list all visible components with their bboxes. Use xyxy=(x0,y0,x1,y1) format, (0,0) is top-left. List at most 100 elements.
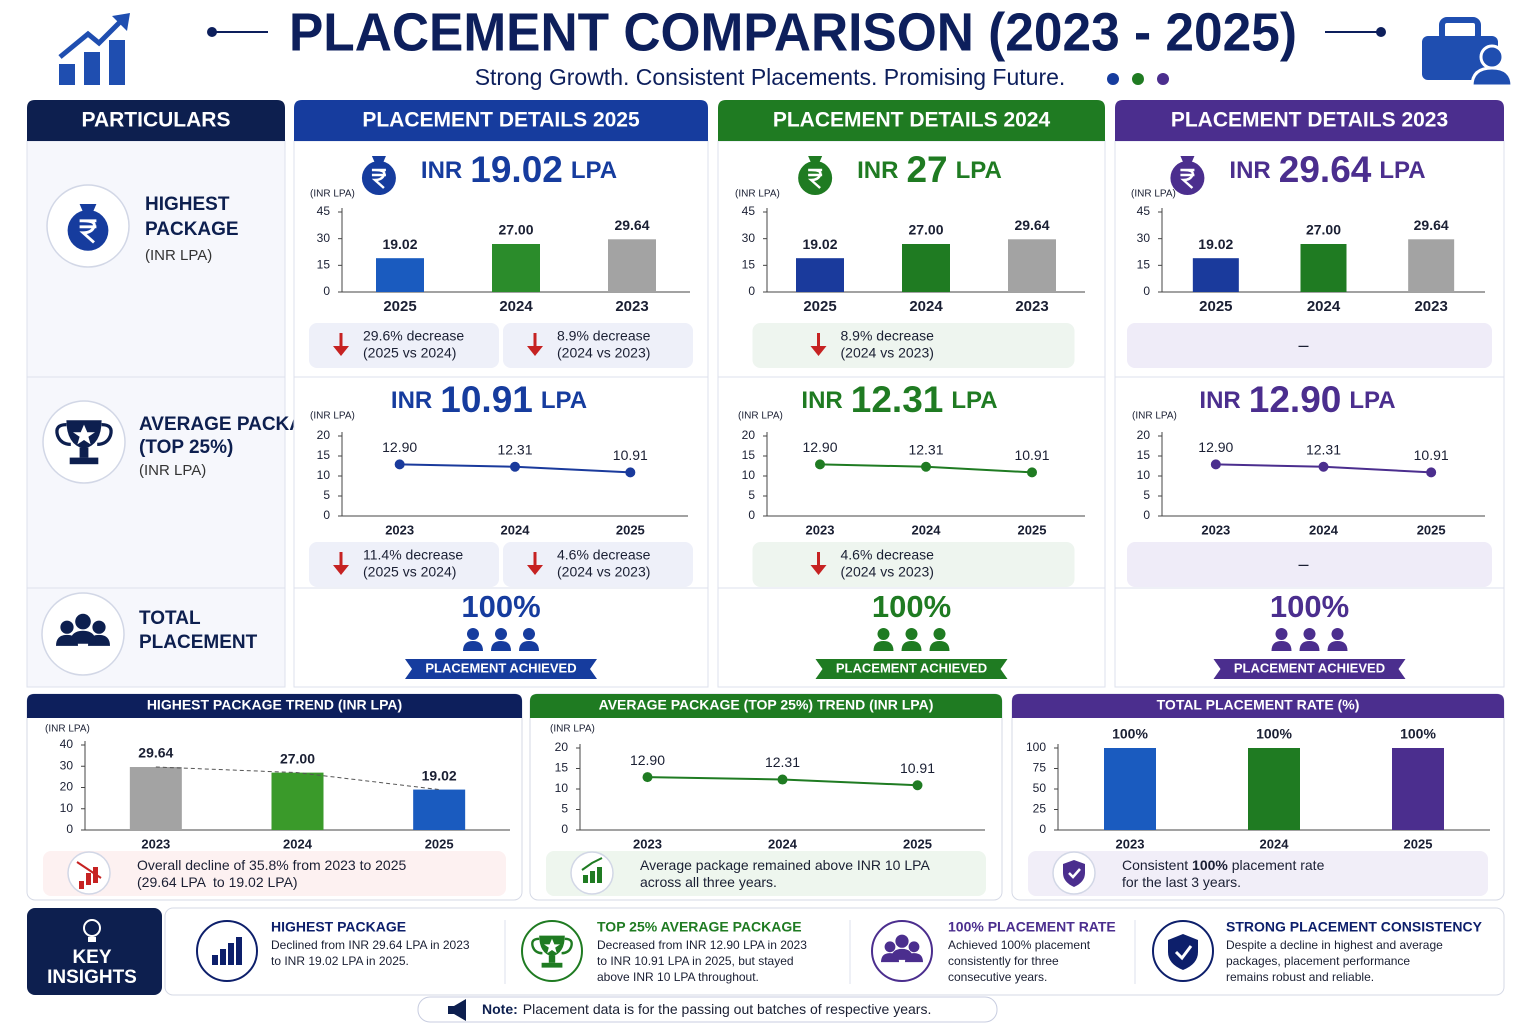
bar xyxy=(608,239,656,292)
money-bag-icon xyxy=(361,156,396,195)
panel-note-part: placement rate xyxy=(1228,857,1325,873)
briefcase-icon xyxy=(1422,17,1514,88)
placement-label: PLACEMENT ACHIEVED xyxy=(425,660,576,675)
insights-title: INSIGHTS xyxy=(47,967,137,988)
icon-part xyxy=(70,630,96,644)
icon-part xyxy=(79,204,97,213)
person-icon xyxy=(891,934,913,960)
value-label: 27.00 xyxy=(908,222,943,238)
column-body xyxy=(1114,140,1505,688)
amount-unit: LPA xyxy=(951,387,997,414)
change-box xyxy=(309,323,499,368)
column-body xyxy=(717,140,1106,688)
y-tick-label: 15 xyxy=(555,761,569,775)
panel-note: Average package remained above INR 10 LP… xyxy=(640,857,930,873)
line-point xyxy=(1027,467,1037,478)
line-point xyxy=(1426,467,1437,478)
value-label: 10.91 xyxy=(1414,447,1449,463)
x-tick-label: 2024 xyxy=(909,298,943,315)
note: Note: Placement data is for the passing o… xyxy=(482,1001,931,1017)
y-tick-label: 10 xyxy=(555,781,569,795)
column-body xyxy=(293,140,709,688)
y-tick-label: 15 xyxy=(742,258,756,272)
panel-header xyxy=(530,694,1002,718)
note-label: Note: xyxy=(482,1001,518,1017)
placement-ribbon xyxy=(1213,659,1406,679)
icon-part xyxy=(908,941,920,953)
icon-part xyxy=(112,13,130,31)
insight-text: remains robust and reliable. xyxy=(1226,970,1374,984)
value-label: 19.02 xyxy=(382,236,417,252)
x-tick-label: 2025 xyxy=(383,298,416,315)
down-arrow xyxy=(810,346,827,356)
line-point xyxy=(394,459,405,470)
y-tick-label: 20 xyxy=(60,780,74,794)
y-tick-label: 0 xyxy=(1039,822,1046,836)
icon-part xyxy=(371,156,386,163)
y-tick-label: 0 xyxy=(748,508,755,522)
placement-label: PLACEMENT ACHIEVED xyxy=(836,660,987,675)
y-tick-label: 10 xyxy=(317,468,331,482)
x-tick-label: 2023 xyxy=(1116,836,1145,851)
panel-note-part: 100% xyxy=(1192,857,1228,873)
value-label: 100% xyxy=(1400,726,1436,742)
bar xyxy=(796,258,844,292)
note-text: Placement data is for the passing out ba… xyxy=(523,1001,932,1017)
icon-part xyxy=(1170,161,1205,195)
column-header-text: PLACEMENT DETAILS 2023 xyxy=(1171,109,1448,132)
note-bar xyxy=(417,996,998,1023)
amount-currency: INR xyxy=(1229,157,1270,184)
y-tick-label: 20 xyxy=(317,428,331,442)
x-tick-label: 2023 xyxy=(615,298,648,315)
trophy-icon xyxy=(55,420,113,465)
icon-part xyxy=(798,161,833,195)
change-box xyxy=(1127,323,1492,368)
placement-rate: 100% xyxy=(1270,589,1349,624)
icon-part xyxy=(590,871,595,883)
y-tick-label: 0 xyxy=(1143,508,1150,522)
growth-icon xyxy=(58,13,130,85)
icon-part xyxy=(519,641,539,651)
icon-part xyxy=(228,943,234,965)
placement-rate: 100% xyxy=(872,589,951,624)
x-tick-label: 2025 xyxy=(1404,836,1433,851)
x-tick-label: 2023 xyxy=(633,836,662,851)
icon-part xyxy=(544,938,560,954)
icon-part xyxy=(1174,945,1193,961)
icon-part xyxy=(1180,156,1195,163)
change-text: 8.9% decrease xyxy=(557,328,651,344)
x-tick-label: 2025 xyxy=(1199,298,1232,315)
change-box xyxy=(503,323,693,368)
icon-part xyxy=(1180,168,1195,189)
column-header-text: PLACEMENT DETAILS 2024 xyxy=(773,109,1051,132)
line-point xyxy=(625,467,636,478)
icon-part xyxy=(873,641,894,651)
icon-part xyxy=(67,210,109,251)
person-icon xyxy=(519,628,539,651)
value-label: 29.64 xyxy=(614,217,649,233)
value-label: 10.91 xyxy=(613,447,648,463)
panel-title: AVERAGE PACKAGE (TOP 25%) TREND (INR LPA… xyxy=(599,697,934,713)
amount: INR 10.91 LPA xyxy=(391,379,587,420)
value-label: 29.64 xyxy=(138,745,173,761)
particulars-header xyxy=(27,100,285,141)
person-icon xyxy=(463,628,483,651)
change-text: 4.6% decrease xyxy=(841,547,935,563)
bar xyxy=(129,767,182,830)
column-header xyxy=(294,100,708,141)
amount: INR 12.31 LPA xyxy=(801,379,997,420)
panel-note: (29.64 LPA to 19.02 LPA) xyxy=(137,874,298,890)
person-icon xyxy=(70,613,96,644)
placement-label: PLACEMENT ACHIEVED xyxy=(1234,660,1385,675)
amount-currency: INR xyxy=(1199,387,1240,414)
column-header-text: PLACEMENT DETAILS 2025 xyxy=(362,109,640,132)
icon-part xyxy=(463,641,483,651)
y-tick-label: 45 xyxy=(317,204,331,218)
y-tick-label: 0 xyxy=(323,508,330,522)
y-axis-label: (INR LPA) xyxy=(310,189,355,200)
insight-text: Achieved 100% placement xyxy=(948,938,1091,952)
icon-part xyxy=(808,156,823,163)
y-tick-label: 30 xyxy=(60,758,74,772)
